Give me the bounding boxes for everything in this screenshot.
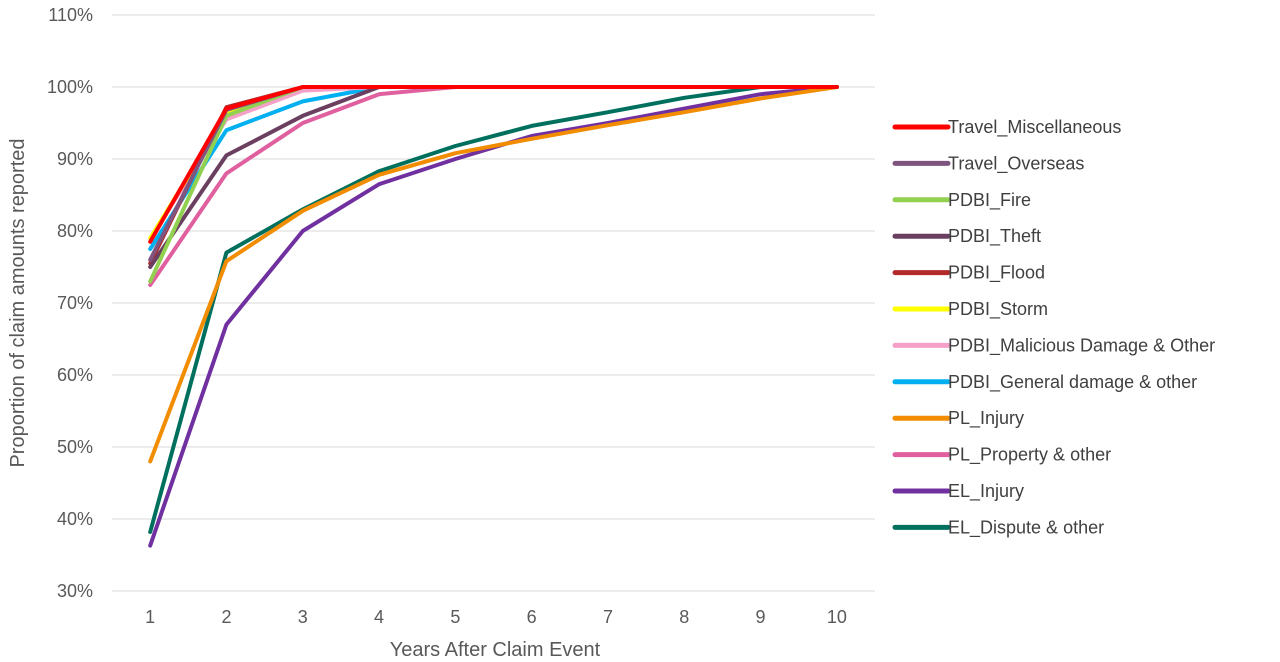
series-line-3 bbox=[148, 85, 839, 284]
legend: Travel_Miscellaneous Travel_Overseas PDBI_… bbox=[892, 117, 1215, 538]
y-tick-label: 90% bbox=[57, 149, 93, 169]
x-tick-label: 6 bbox=[527, 607, 537, 627]
y-tick-label: 70% bbox=[57, 293, 93, 313]
legend-label: PDBI_General damage & other bbox=[948, 372, 1197, 393]
series-line-4 bbox=[148, 85, 839, 269]
legend-label: PDBI_Theft bbox=[948, 226, 1041, 247]
legend-label: PDBI_Storm bbox=[948, 299, 1048, 320]
x-tick-label: 1 bbox=[145, 607, 155, 627]
series-line-10 bbox=[148, 85, 839, 287]
y-tick-label: 110% bbox=[48, 5, 93, 25]
y-tick-label: 60% bbox=[57, 365, 93, 385]
y-axis-title: Proportion of claim amounts reported bbox=[7, 138, 29, 467]
x-tick-label: 5 bbox=[450, 607, 460, 627]
y-tick-label: 30% bbox=[57, 581, 93, 601]
series-lines bbox=[148, 85, 839, 548]
legend-label: PL_Property & other bbox=[948, 445, 1111, 466]
y-tick-label: 80% bbox=[57, 221, 93, 241]
series-line-1 bbox=[148, 85, 839, 244]
legend-label: PDBI_Flood bbox=[948, 263, 1045, 284]
x-tick-label: 7 bbox=[603, 607, 613, 627]
x-axis-title: Years After Claim Event bbox=[390, 639, 601, 661]
x-tick-label: 9 bbox=[756, 607, 766, 627]
x-tick-label: 2 bbox=[221, 607, 231, 627]
y-axis-tick-labels: 30% 40% 50% 60% 70% 80% 90% 100% 110% bbox=[47, 5, 93, 601]
legend-label: PDBI_Malicious Damage & Other bbox=[948, 335, 1215, 356]
y-tick-label: 50% bbox=[57, 437, 93, 457]
x-axis-tick-labels: 1 2 3 4 5 6 7 8 9 10 bbox=[145, 607, 847, 627]
series-line-2 bbox=[148, 85, 839, 262]
legend-label: EL_Injury bbox=[948, 481, 1024, 502]
series-line-12 bbox=[148, 85, 839, 534]
x-tick-label: 4 bbox=[374, 607, 384, 627]
legend-label: PDBI_Fire bbox=[948, 190, 1031, 211]
legend-label: Travel_Miscellaneous bbox=[948, 117, 1121, 138]
y-tick-label: 100% bbox=[47, 77, 93, 97]
gridlines bbox=[112, 14, 875, 592]
x-tick-label: 8 bbox=[679, 607, 689, 627]
y-tick-label: 40% bbox=[57, 509, 93, 529]
legend-label: PL_Injury bbox=[948, 408, 1024, 429]
legend-label: EL_Dispute & other bbox=[948, 517, 1104, 538]
series-line-7 bbox=[148, 85, 839, 241]
series-line-9 bbox=[148, 85, 839, 464]
x-tick-label: 3 bbox=[298, 607, 308, 627]
legend-label: Travel_Overseas bbox=[948, 153, 1084, 174]
x-tick-label: 10 bbox=[827, 607, 847, 627]
